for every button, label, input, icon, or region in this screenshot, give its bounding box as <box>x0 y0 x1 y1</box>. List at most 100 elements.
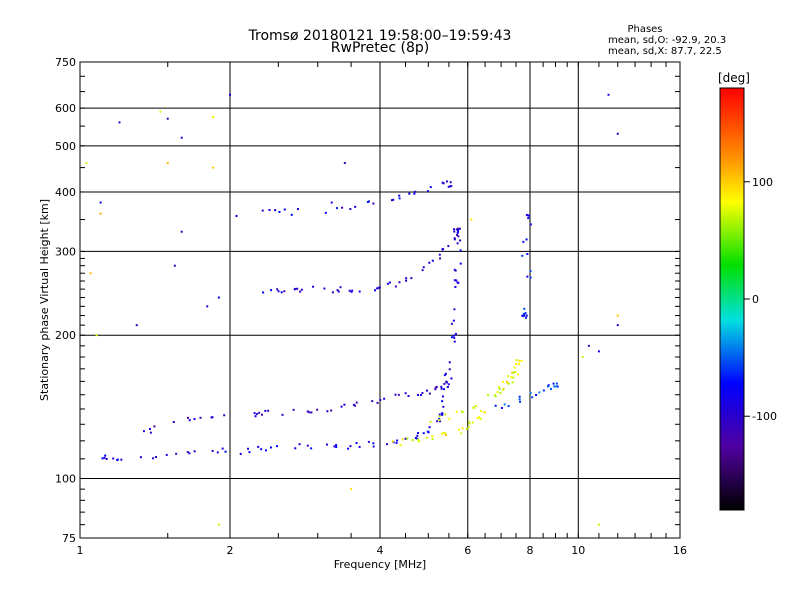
data-point <box>428 261 431 264</box>
data-point <box>514 371 517 374</box>
data-point <box>371 400 374 403</box>
data-point <box>335 443 338 446</box>
x-tick-label: 16 <box>673 544 687 557</box>
data-point <box>447 245 450 248</box>
data-point <box>439 257 442 260</box>
data-point <box>383 397 386 400</box>
data-points <box>85 93 619 526</box>
data-point <box>268 208 271 211</box>
data-point <box>340 405 343 408</box>
data-point <box>188 452 191 455</box>
data-point <box>278 210 281 213</box>
data-point <box>331 291 334 294</box>
data-point <box>180 136 183 139</box>
data-point <box>447 383 450 386</box>
data-point <box>450 377 453 380</box>
data-point <box>443 382 446 385</box>
data-point <box>306 410 309 413</box>
data-point <box>217 296 220 299</box>
data-point <box>216 451 219 454</box>
data-point <box>524 312 527 315</box>
data-point <box>556 385 559 388</box>
data-point <box>453 279 456 282</box>
data-point <box>452 334 455 337</box>
data-point <box>413 192 416 195</box>
data-point <box>431 437 434 440</box>
data-point <box>425 436 428 439</box>
y-tick-label: 200 <box>55 329 76 342</box>
data-point <box>175 452 178 455</box>
data-point <box>426 190 429 193</box>
data-point <box>507 405 510 408</box>
data-point <box>465 427 468 430</box>
data-point <box>258 411 261 414</box>
data-point <box>264 409 267 412</box>
data-point <box>455 228 458 231</box>
data-point <box>457 227 460 230</box>
data-point <box>453 336 456 339</box>
data-point <box>487 394 490 397</box>
data-point <box>152 457 155 460</box>
data-point <box>254 415 257 418</box>
data-point <box>428 392 431 395</box>
data-point <box>453 340 456 343</box>
data-point <box>435 385 438 388</box>
data-point <box>519 400 522 403</box>
data-point <box>310 447 313 450</box>
data-point <box>597 523 600 526</box>
x-tick-label: 8 <box>527 544 534 557</box>
data-point <box>499 392 502 395</box>
data-point <box>448 368 451 371</box>
data-point <box>326 443 329 446</box>
data-point <box>616 324 619 327</box>
data-point <box>336 289 339 292</box>
data-point <box>260 448 263 451</box>
data-point <box>438 253 441 256</box>
data-point <box>587 344 590 347</box>
data-point <box>210 416 213 419</box>
data-point <box>103 456 106 459</box>
data-point <box>312 285 315 288</box>
data-point <box>105 457 108 460</box>
data-point <box>292 408 295 411</box>
data-point <box>581 356 584 359</box>
data-point <box>441 395 444 398</box>
data-point <box>447 185 450 188</box>
data-point <box>456 242 459 245</box>
data-point <box>429 420 432 423</box>
data-point <box>517 373 520 376</box>
data-point <box>378 286 381 289</box>
data-point <box>450 336 453 339</box>
data-point <box>283 208 286 211</box>
data-point <box>442 405 445 408</box>
data-point <box>335 446 338 449</box>
data-point <box>323 287 326 290</box>
x-axis-ticks: 1 2 4 6 8 10 16 <box>77 62 687 557</box>
data-point <box>553 385 556 388</box>
data-point <box>511 381 514 384</box>
data-point <box>518 359 521 362</box>
data-point <box>526 275 529 278</box>
data-point <box>172 421 175 424</box>
data-point <box>444 372 447 375</box>
data-point <box>453 230 456 233</box>
data-point <box>429 186 432 189</box>
data-point <box>455 279 458 282</box>
data-point <box>449 181 452 184</box>
data-point <box>476 417 479 420</box>
data-point <box>494 394 497 397</box>
data-point <box>468 422 471 425</box>
data-point <box>343 403 346 406</box>
x-tick-label: 2 <box>227 544 234 557</box>
data-point <box>522 315 525 318</box>
data-point <box>547 385 550 388</box>
data-point <box>514 362 517 365</box>
data-point <box>450 185 453 188</box>
data-point <box>354 205 357 208</box>
data-point <box>337 290 340 293</box>
data-point <box>376 401 379 404</box>
data-point <box>454 269 457 272</box>
data-point <box>529 270 532 273</box>
data-point <box>85 162 88 165</box>
